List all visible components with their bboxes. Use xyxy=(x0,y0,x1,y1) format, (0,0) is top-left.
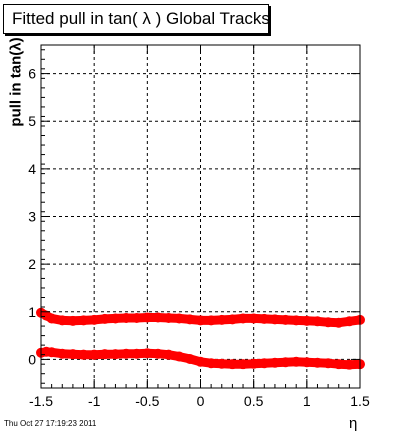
data-point xyxy=(206,358,217,369)
data-point xyxy=(291,315,302,326)
y-tick-label: 5 xyxy=(28,113,36,129)
data-point xyxy=(121,348,132,359)
data-point xyxy=(78,349,89,360)
data-point xyxy=(57,348,68,359)
data-point xyxy=(323,358,334,369)
data-point xyxy=(344,316,355,327)
data-point xyxy=(142,312,153,323)
data-point xyxy=(163,349,174,360)
data-point xyxy=(280,357,291,368)
data-point xyxy=(142,348,153,359)
data-point xyxy=(259,313,270,324)
data-point xyxy=(269,357,280,368)
data-point xyxy=(291,356,302,367)
x-tick-label: 0.5 xyxy=(244,393,264,409)
x-tick-label: 1.5 xyxy=(350,393,370,409)
x-tick-label: 1 xyxy=(303,393,311,409)
data-point xyxy=(216,358,227,369)
data-point xyxy=(174,351,185,362)
data-point xyxy=(238,359,249,370)
data-point xyxy=(333,359,344,370)
data-point xyxy=(99,349,110,360)
data-markers xyxy=(36,307,365,370)
data-point xyxy=(206,315,217,326)
data-point xyxy=(121,312,132,323)
x-tick-label: -1.5 xyxy=(29,393,53,409)
data-point xyxy=(195,315,206,326)
data-point xyxy=(312,316,323,327)
timestamp-footer: Thu Oct 27 17:19:23 2011 xyxy=(4,419,97,428)
data-point xyxy=(248,358,259,369)
data-point xyxy=(110,313,121,324)
x-tick-label: -1 xyxy=(88,393,101,409)
data-point xyxy=(269,314,280,325)
x-tick-label: -0.5 xyxy=(135,393,159,409)
data-point xyxy=(89,349,100,360)
data-point xyxy=(110,349,121,360)
data-point xyxy=(152,312,163,323)
data-point xyxy=(67,315,78,326)
data-point xyxy=(333,317,344,328)
y-axis-label: pull in tan(λ) xyxy=(7,37,25,127)
data-point xyxy=(301,315,312,326)
data-point xyxy=(152,348,163,359)
data-point xyxy=(163,312,174,323)
data-point xyxy=(131,312,142,323)
data-point xyxy=(89,314,100,325)
data-point xyxy=(67,349,78,360)
chart-title: Fitted pull in tan( λ ) Global Tracks xyxy=(3,4,270,34)
y-tick-label: 4 xyxy=(28,161,36,177)
data-point xyxy=(57,315,68,326)
data-point xyxy=(259,358,270,369)
data-point xyxy=(184,314,195,325)
tick-labels: -1.5 -1 -0.5 0 0.5 1 1.5 0 1 2 3 4 5 6 xyxy=(28,66,370,409)
data-point xyxy=(78,315,89,326)
data-point xyxy=(238,313,249,324)
data-point xyxy=(46,313,57,324)
x-axis-label: η xyxy=(349,415,358,432)
y-tick-label: 3 xyxy=(28,209,36,225)
data-point xyxy=(131,348,142,359)
y-tick-label: 6 xyxy=(28,66,36,82)
axis-ticks xyxy=(40,45,361,388)
y-tick-label: 1 xyxy=(28,304,36,320)
data-point xyxy=(99,313,110,324)
data-point xyxy=(344,359,355,370)
y-tick-label: 0 xyxy=(28,351,36,367)
data-point xyxy=(174,313,185,324)
data-point xyxy=(248,313,259,324)
data-point xyxy=(227,359,238,370)
data-point xyxy=(323,317,334,328)
data-point xyxy=(312,357,323,368)
grid-lines xyxy=(41,45,360,388)
data-point xyxy=(184,353,195,364)
y-tick-label: 2 xyxy=(28,256,36,272)
data-point xyxy=(195,356,206,367)
data-point xyxy=(280,314,291,325)
data-point xyxy=(301,357,312,368)
data-point xyxy=(46,347,57,358)
data-point xyxy=(227,314,238,325)
x-tick-label: 0 xyxy=(197,393,205,409)
data-point xyxy=(216,314,227,325)
